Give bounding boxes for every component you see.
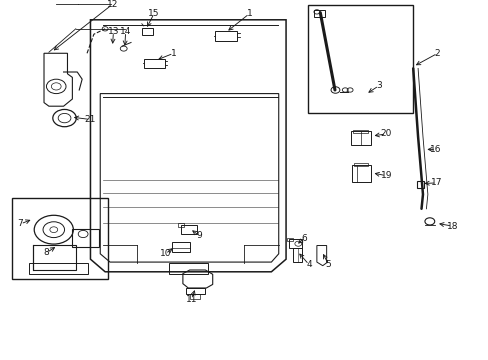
Bar bbox=[416, 181, 424, 188]
Text: 17: 17 bbox=[430, 178, 442, 187]
Bar bbox=[286, 238, 292, 241]
Text: 11: 11 bbox=[185, 295, 197, 304]
Text: 7: 7 bbox=[18, 219, 23, 228]
Bar bbox=[185, 288, 205, 294]
Text: 1: 1 bbox=[170, 49, 176, 58]
Text: 18: 18 bbox=[446, 222, 457, 231]
Bar bbox=[352, 130, 367, 133]
Text: 13: 13 bbox=[107, 27, 119, 36]
Bar bbox=[288, 239, 302, 248]
Text: 10: 10 bbox=[159, 249, 171, 258]
Text: 19: 19 bbox=[380, 171, 391, 180]
Bar bbox=[350, 131, 370, 145]
Text: 6: 6 bbox=[301, 234, 306, 243]
Text: 21: 21 bbox=[84, 115, 96, 124]
Text: 20: 20 bbox=[380, 129, 391, 138]
Bar bbox=[172, 242, 189, 252]
Bar bbox=[178, 223, 184, 227]
Bar bbox=[12, 198, 107, 279]
Text: 3: 3 bbox=[375, 81, 381, 90]
Text: 4: 4 bbox=[305, 260, 311, 269]
Bar bbox=[307, 5, 412, 113]
Text: 15: 15 bbox=[148, 9, 160, 18]
Text: 9: 9 bbox=[196, 231, 202, 240]
Text: 14: 14 bbox=[120, 27, 131, 36]
Bar bbox=[293, 248, 302, 262]
Text: 8: 8 bbox=[43, 248, 49, 257]
Bar bbox=[29, 263, 88, 274]
Bar bbox=[144, 59, 164, 68]
Bar bbox=[215, 31, 237, 41]
Bar bbox=[142, 28, 152, 35]
Bar bbox=[189, 294, 200, 299]
Bar bbox=[168, 263, 207, 274]
Text: 12: 12 bbox=[106, 0, 118, 9]
Text: 2: 2 bbox=[434, 49, 440, 58]
Bar bbox=[181, 225, 196, 234]
Text: 5: 5 bbox=[325, 260, 331, 269]
Bar bbox=[351, 165, 370, 182]
Bar bbox=[72, 229, 99, 247]
Bar bbox=[314, 10, 325, 17]
Bar bbox=[353, 163, 367, 166]
Text: 16: 16 bbox=[429, 145, 441, 154]
Text: 1: 1 bbox=[246, 9, 252, 18]
Bar bbox=[33, 245, 76, 270]
